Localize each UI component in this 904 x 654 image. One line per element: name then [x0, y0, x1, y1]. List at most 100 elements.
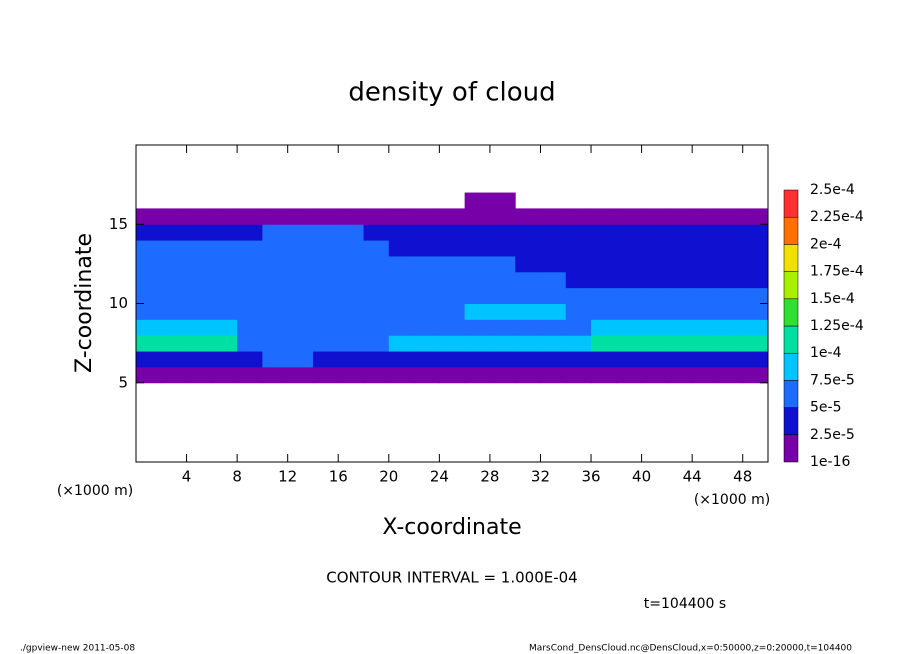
- cell: [287, 208, 314, 225]
- cell: [464, 303, 491, 320]
- cell: [262, 366, 289, 384]
- cell: [489, 224, 516, 241]
- cell: [211, 319, 238, 336]
- cell: [338, 287, 365, 304]
- cell: [464, 240, 491, 257]
- x-tick-label: 44: [683, 468, 702, 486]
- cell: [489, 351, 516, 368]
- cell: [666, 319, 693, 336]
- cell: [414, 271, 440, 289]
- cell: [211, 335, 238, 352]
- y-tick-label: 5: [118, 373, 128, 391]
- cell: [136, 319, 162, 336]
- cell: [616, 351, 643, 368]
- time-label: t=104400 s: [644, 596, 726, 612]
- cell: [287, 366, 314, 384]
- cell: [464, 224, 491, 241]
- colorbar-box: [783, 189, 799, 218]
- cell: [237, 319, 263, 336]
- cell: [136, 335, 162, 352]
- cell: [312, 240, 339, 257]
- cell: [489, 271, 516, 289]
- cell: [692, 240, 718, 257]
- cell: [363, 240, 390, 257]
- cell: [742, 303, 769, 320]
- cell: [439, 351, 466, 368]
- x-unit: (×1000 m): [57, 483, 133, 499]
- cell: [363, 208, 390, 225]
- cell: [338, 240, 365, 257]
- cell: [515, 335, 541, 352]
- cell: [464, 271, 491, 289]
- cell: [161, 240, 188, 257]
- cell: [186, 351, 213, 368]
- colorbar-label: 1.5e-4: [810, 291, 855, 307]
- cell: [591, 208, 617, 225]
- cell: [565, 366, 592, 384]
- cell: [666, 240, 693, 257]
- colorbar-box: [783, 434, 799, 463]
- cell: [211, 303, 238, 320]
- cell: [591, 351, 617, 368]
- cell: [565, 335, 592, 352]
- cell: [439, 240, 466, 257]
- cell: [515, 224, 541, 241]
- cell: [338, 319, 365, 336]
- cell: [439, 255, 466, 273]
- colorbar-box: [783, 271, 799, 300]
- cell: [565, 303, 592, 320]
- cell: [186, 319, 213, 336]
- cell: [464, 351, 491, 368]
- cell: [616, 224, 643, 241]
- cell: [591, 224, 617, 241]
- cell: [464, 287, 491, 304]
- colorbar-label: 1e-4: [810, 345, 842, 361]
- cell: [515, 287, 541, 304]
- cell: [616, 366, 643, 384]
- cell: [565, 240, 592, 257]
- cell: [591, 303, 617, 320]
- cell: [666, 287, 693, 304]
- cell: [186, 224, 213, 241]
- cell: [161, 319, 188, 336]
- x-tick-label: 12: [278, 468, 297, 486]
- cell: [717, 208, 744, 225]
- footer: MarsCond_DensCloud.nc@DensCloud,x=0:5000…: [529, 644, 852, 654]
- cell: [237, 240, 263, 257]
- cell: [439, 208, 466, 225]
- cell: [692, 319, 718, 336]
- cell: [742, 271, 769, 289]
- cell: [540, 335, 567, 352]
- cell: [666, 224, 693, 241]
- cell: [666, 208, 693, 225]
- cell: [717, 335, 744, 352]
- cell: [439, 303, 466, 320]
- cell: [616, 303, 643, 320]
- cell: [211, 255, 238, 273]
- cell: [262, 303, 289, 320]
- cell: [414, 240, 440, 257]
- cell: [237, 271, 263, 289]
- y-tick-label: 15: [109, 215, 128, 233]
- cell: [692, 224, 718, 241]
- cell: [363, 255, 390, 273]
- cell: [591, 287, 617, 304]
- colorbar-label: 1.25e-4: [810, 318, 864, 334]
- cell: [211, 240, 238, 257]
- cell: [262, 255, 289, 273]
- cell: [540, 208, 567, 225]
- cell: [388, 366, 415, 384]
- cell: [666, 366, 693, 384]
- cell: [237, 224, 263, 241]
- cell: [439, 271, 466, 289]
- cell: [414, 287, 440, 304]
- cell: [641, 224, 668, 241]
- cell: [136, 208, 162, 225]
- cell: [414, 335, 440, 352]
- cell: [388, 271, 415, 289]
- cell: [414, 366, 440, 384]
- chart-title: density of cloud: [348, 78, 555, 108]
- cell: [591, 335, 617, 352]
- cell: [489, 192, 516, 209]
